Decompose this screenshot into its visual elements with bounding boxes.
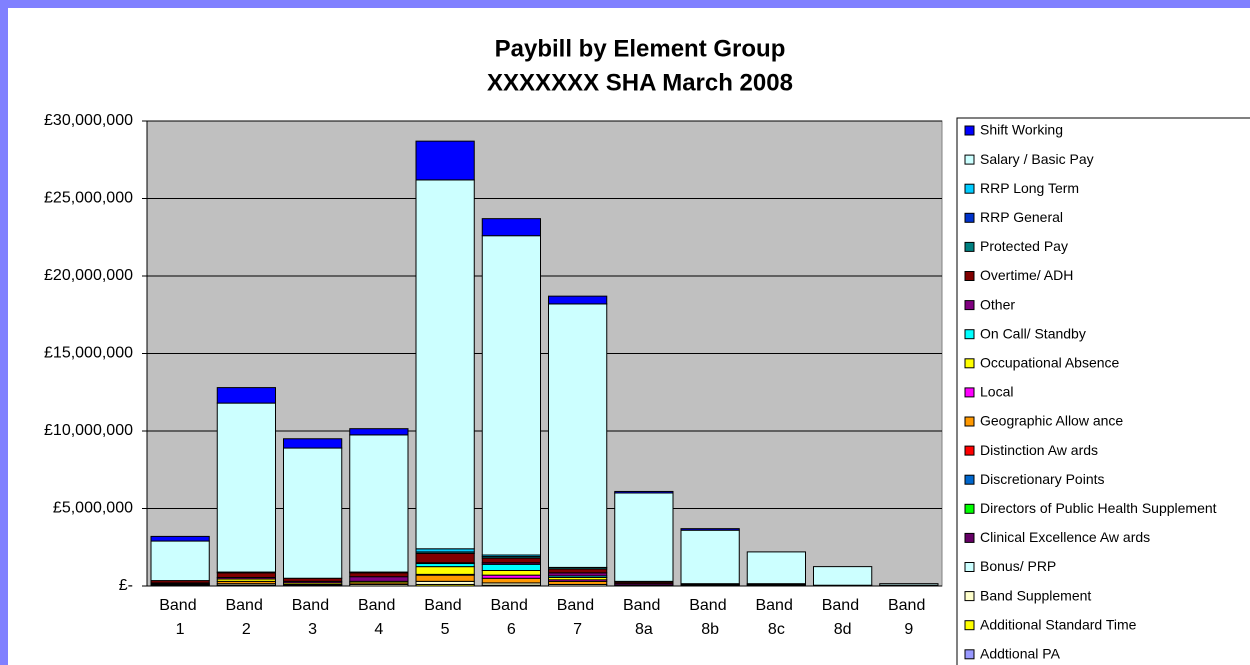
bar-segment (415, 140, 475, 181)
x-tick-label: Band 1 (159, 597, 201, 638)
legend-swatch (964, 532, 975, 543)
y-tick-label: £15,000,000 (44, 345, 133, 362)
x-tick-label: Band 5 (424, 597, 466, 638)
bar-segment (216, 402, 276, 573)
y-tick-label: £25,000,000 (44, 190, 133, 207)
bar-segment (614, 492, 674, 582)
x-tick-label: Band 8d (822, 597, 864, 638)
bar-segment (150, 540, 210, 582)
legend-swatch (964, 154, 975, 165)
legend-swatch (964, 241, 975, 252)
legend-label: Distinction Aw ards (980, 442, 1098, 458)
bar-segment (283, 447, 343, 579)
bar-segment (548, 568, 608, 574)
legend-swatch (964, 649, 975, 660)
legend-swatch (964, 445, 975, 456)
bar-segment (813, 566, 873, 586)
legend-swatch (964, 416, 975, 427)
bar-segment (548, 295, 608, 305)
legend-swatch (964, 358, 975, 369)
bar-segment (415, 574, 475, 582)
bar-segment (746, 551, 806, 585)
legend-swatch (964, 271, 975, 281)
legend-label: Local (980, 384, 1013, 400)
legend-label: Additional Standard Time (980, 616, 1137, 632)
bar-segment (349, 428, 409, 436)
legend-label: Geographic Allow ance (980, 413, 1123, 429)
legend-swatch (964, 183, 975, 194)
legend-swatch (964, 591, 975, 602)
legend-label: Bonus/ PRP (980, 558, 1056, 574)
bar-segment (349, 434, 409, 573)
bar-segment (216, 572, 276, 578)
legend-swatch (964, 387, 975, 398)
chart-title: Paybill by Element Group (495, 35, 786, 62)
legend (956, 117, 1250, 665)
legend-label: Shift Working (980, 122, 1063, 138)
legend-label: Clinical Excellence Aw ards (980, 529, 1150, 545)
bar-segment (349, 572, 409, 578)
x-tick-label: Band 3 (292, 597, 334, 638)
legend-swatch (964, 125, 975, 136)
bar-segment (216, 387, 276, 404)
legend-swatch (964, 300, 975, 311)
legend-label: Occupational Absence (980, 355, 1120, 371)
legend-label: Discretionary Points (980, 471, 1105, 487)
chart-subtitle: XXXXXXX SHA March 2008 (487, 69, 793, 96)
x-tick-label: Band 4 (358, 597, 400, 638)
y-tick-label: £30,000,000 (44, 112, 133, 129)
legend-swatch (964, 620, 975, 631)
bar-segment (481, 577, 541, 584)
legend-label: Addtional PA (980, 646, 1061, 662)
legend-label: Salary / Basic Pay (980, 151, 1094, 167)
bar-segment (481, 557, 541, 564)
frame-top (0, 0, 1250, 8)
legend-label: Directors of Public Health Supplement (980, 500, 1217, 516)
legend-label: On Call/ Standby (980, 325, 1086, 341)
x-tick-label: Band 7 (557, 597, 599, 638)
bar-segment (481, 570, 541, 576)
y-tick-label: £10,000,000 (44, 422, 133, 439)
bar-segment (548, 303, 608, 568)
legend-label: RRP General (980, 209, 1063, 225)
bar-segment (481, 563, 541, 571)
bar-segment (415, 566, 475, 575)
x-tick-label: Band 8b (689, 597, 731, 638)
legend-label: Band Supplement (980, 587, 1091, 603)
legend-label: RRP Long Term (980, 180, 1079, 196)
x-tick-label: Band 6 (490, 597, 532, 638)
bar-segment (680, 528, 740, 531)
bar-segment (879, 583, 939, 586)
y-tick-label: £20,000,000 (44, 267, 133, 284)
x-tick-label: Band 9 (888, 597, 930, 638)
bar-segment (481, 218, 541, 237)
legend-swatch (964, 562, 975, 572)
legend-label: Protected Pay (980, 238, 1068, 254)
bar-segment (680, 529, 740, 585)
bar-segment (415, 552, 475, 564)
bar-segment (283, 438, 343, 449)
bar-segment (150, 535, 210, 542)
bar-segment (349, 576, 409, 582)
bar-segment (614, 490, 674, 494)
legend-swatch (964, 474, 975, 485)
legend-label: Overtime/ ADH (980, 267, 1073, 283)
x-tick-label: Band 8c (755, 597, 797, 638)
bar-segment (481, 235, 541, 556)
bar-segment (415, 179, 475, 550)
legend-label: Other (980, 296, 1015, 312)
legend-swatch (964, 212, 975, 223)
x-tick-label: Band 2 (225, 597, 267, 638)
y-tick-label: £- (119, 577, 133, 594)
x-tick-label: Band 8a (623, 597, 665, 638)
legend-swatch (964, 329, 975, 340)
frame-left (0, 0, 8, 665)
y-tick-label: £5,000,000 (53, 500, 133, 517)
legend-swatch (964, 503, 975, 514)
